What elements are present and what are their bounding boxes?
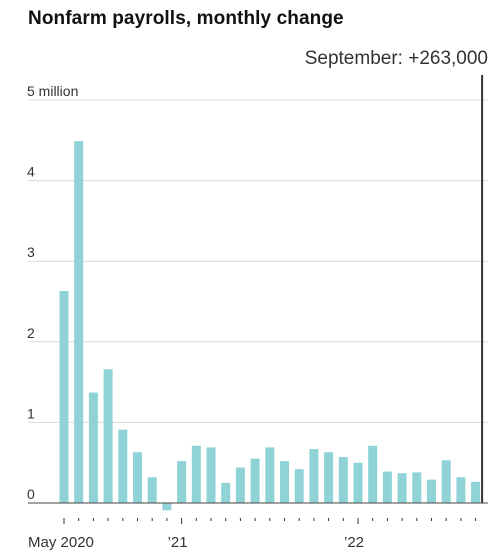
bar [206,447,216,503]
bar [88,392,98,503]
bar [235,467,245,503]
bar [103,369,113,503]
bar [250,458,260,503]
bar [427,479,436,503]
bar [471,481,481,503]
bar [177,461,187,503]
bar [162,503,172,511]
latest-value-annotation: September: +263,000 [304,48,488,69]
y-tick-label: 5 million [27,83,78,99]
bar [265,447,275,503]
bar [456,477,466,503]
bar [412,472,422,503]
bar [397,473,407,503]
bar [353,462,363,503]
bar [191,445,201,503]
y-tick-label: 0 [27,486,35,502]
bar [324,452,334,503]
bar [147,477,157,503]
chart-title: Nonfarm payrolls, monthly change [28,8,344,29]
bar [133,452,142,503]
x-tick-label: May 2020 [28,534,94,551]
bar [294,469,304,503]
bar [441,460,451,503]
bar [59,291,69,503]
bar [338,457,348,503]
bar [118,429,128,503]
x-tick-label: ’22 [344,534,364,551]
bar [74,141,84,503]
x-tick-label: ’21 [168,534,188,551]
bar [368,445,378,503]
y-tick-label: 1 [27,405,35,421]
y-tick-label: 4 [27,164,35,180]
y-tick-label: 3 [27,244,35,260]
bar [280,461,289,503]
y-tick-label: 2 [27,325,35,341]
bar [309,448,319,503]
bar [382,471,392,503]
bar [221,482,231,503]
